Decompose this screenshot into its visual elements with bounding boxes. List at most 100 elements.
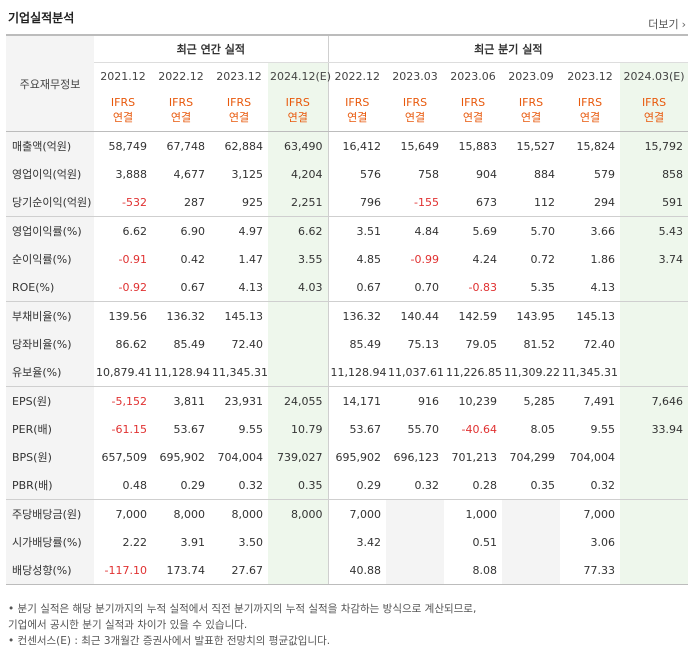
table-cell: 11,037.61 xyxy=(388,365,444,379)
table-cell: 3.42 xyxy=(327,528,387,556)
table-cell: 3.51 xyxy=(327,216,387,245)
row-label: 영업이익률(%) xyxy=(6,216,94,245)
table-cell: 0.67 xyxy=(180,280,206,294)
table-cell: 673 xyxy=(476,195,498,209)
table-cell: -155 xyxy=(414,195,440,209)
table-cell: 15,649 xyxy=(400,139,440,153)
table-row: 주당배당금(원) 7,000 8,000 8,000 8,000 7,000 1,000 7,… xyxy=(6,499,689,528)
table-cell: 139.56 xyxy=(94,301,152,330)
table-cell: 3.06 xyxy=(590,535,616,549)
table-cell xyxy=(620,273,689,302)
table-row: ROE(%) -0.92 0.67 4.13 4.03 0.67 0.70 -0.83 5.35… xyxy=(6,273,689,302)
table-cell xyxy=(386,556,445,585)
basis-header: IFRS 연결 xyxy=(268,89,329,132)
table-cell: 173.74 xyxy=(152,556,210,585)
table-cell: 4.13 xyxy=(590,280,616,294)
table-cell: 925 xyxy=(242,195,263,209)
table-cell xyxy=(386,528,445,556)
table-cell: 0.48 xyxy=(122,478,148,492)
table-cell: 11,345.31 xyxy=(562,365,618,379)
table-cell xyxy=(620,556,689,585)
table-cell: 145.13 xyxy=(560,301,621,330)
table-cell: 77.33 xyxy=(560,556,621,585)
table-cell: 1.47 xyxy=(238,252,264,266)
table-cell: 79.05 xyxy=(465,337,498,351)
table-cell xyxy=(268,330,329,358)
table-cell: 63,490 xyxy=(268,131,329,160)
table-cell: 0.32 xyxy=(238,478,264,492)
table-cell xyxy=(620,471,689,500)
table-cell: -61.15 xyxy=(111,422,147,436)
table-cell: 112 xyxy=(534,195,556,209)
table-cell: 884 xyxy=(534,167,556,181)
table-cell xyxy=(620,301,689,330)
table-cell xyxy=(620,443,689,471)
table-cell: 7,000 xyxy=(94,499,152,528)
table-cell: 11,128.94 xyxy=(327,358,387,387)
table-cell xyxy=(502,499,561,528)
table-cell: 16,412 xyxy=(327,131,387,160)
table-cell: 0.35 xyxy=(530,478,556,492)
table-cell: 591 xyxy=(620,188,689,217)
table-row: 유보율(%) 10,879.41 11,128.94 11,345.31 11,128.… xyxy=(6,358,689,387)
period-header: 2024.12(E) xyxy=(268,62,331,89)
table-cell: 4.03 xyxy=(268,273,329,302)
table-cell: 33.94 xyxy=(620,415,689,443)
more-link[interactable]: 더보기 xyxy=(648,16,686,32)
period-header: 2023.06 xyxy=(450,69,496,83)
table-cell: 0.29 xyxy=(180,478,206,492)
table-cell: 136.32 xyxy=(327,301,387,330)
table-cell: 657,509 xyxy=(101,450,148,464)
table-cell: 85.49 xyxy=(173,337,206,351)
basis-header: IFRS 연결 xyxy=(502,89,561,132)
table-cell: 0.67 xyxy=(327,273,387,302)
basis-header: IFRS 연결 xyxy=(94,89,152,132)
table-cell: 758 xyxy=(418,167,440,181)
table-cell: -532 xyxy=(122,195,147,209)
table-row: PER(배) -61.15 53.67 9.55 10.79 53.67 55.70 -40.… xyxy=(6,415,689,443)
table-cell: 8.08 xyxy=(444,556,503,585)
table-cell: 0.70 xyxy=(414,280,440,294)
basis-header: IFRS 연결 xyxy=(444,89,503,132)
table-cell: 0.35 xyxy=(268,471,329,500)
table-cell: 294 xyxy=(594,195,616,209)
financial-table: 주요재무정보 최근 연간 실적 최근 분기 실적 2021.12 2022.12 2… xyxy=(6,34,689,585)
table-cell xyxy=(268,301,329,330)
table-row: EPS(원) -5,152 3,811 23,931 24,055 14,171 916 10… xyxy=(6,386,689,415)
table-cell: 72.40 xyxy=(583,337,616,351)
table-cell: 5,285 xyxy=(502,386,561,415)
table-cell: 3,888 xyxy=(115,167,148,181)
table-cell: 75.13 xyxy=(407,337,440,351)
table-row: 순이익률(%) -0.91 0.42 1.47 3.55 4.85 -0.99 4.24 0.7… xyxy=(6,245,689,273)
table-cell: 6.62 xyxy=(268,216,329,245)
table-cell: 5.43 xyxy=(620,216,689,245)
row-label: 당좌비율(%) xyxy=(6,330,94,358)
row-label: 배당성향(%) xyxy=(6,556,94,585)
table-cell: 58,749 xyxy=(108,139,148,153)
footnote-line: • 분기 실적은 해당 분기까지의 누적 실적에서 직전 분기까지의 누적 실적… xyxy=(8,603,477,615)
table-cell xyxy=(620,528,689,556)
table-cell: 10.79 xyxy=(268,415,329,443)
basis-header: IFRS 연결 xyxy=(620,89,689,132)
table-cell xyxy=(386,499,445,528)
basis-header: IFRS 연결 xyxy=(152,89,210,132)
table-cell: 4.13 xyxy=(238,280,264,294)
table-cell: 81.52 xyxy=(523,337,556,351)
table-cell: 11,345.31 xyxy=(212,365,268,379)
table-cell xyxy=(502,528,561,556)
table-cell: 7,000 xyxy=(327,499,387,528)
table-cell: 8,000 xyxy=(152,499,210,528)
table-cell xyxy=(620,330,689,358)
table-row: 시가배당률(%) 2.22 3.91 3.50 3.42 0.51 3.06 xyxy=(6,528,689,556)
table-cell: 7,000 xyxy=(560,499,621,528)
table-cell: 27.67 xyxy=(210,556,268,585)
table-cell: 576 xyxy=(327,160,387,188)
table-cell: 858 xyxy=(620,160,689,188)
table-cell: 85.49 xyxy=(327,330,387,358)
table-row: 매출액(억원) 58,749 67,748 62,884 63,490 16,412 15,… xyxy=(6,131,689,160)
table-cell: 7,491 xyxy=(560,386,621,415)
table-cell: 2,251 xyxy=(268,188,329,217)
table-cell: 7,646 xyxy=(620,386,689,415)
table-cell xyxy=(268,556,329,585)
table-cell: 11,128.94 xyxy=(154,365,210,379)
